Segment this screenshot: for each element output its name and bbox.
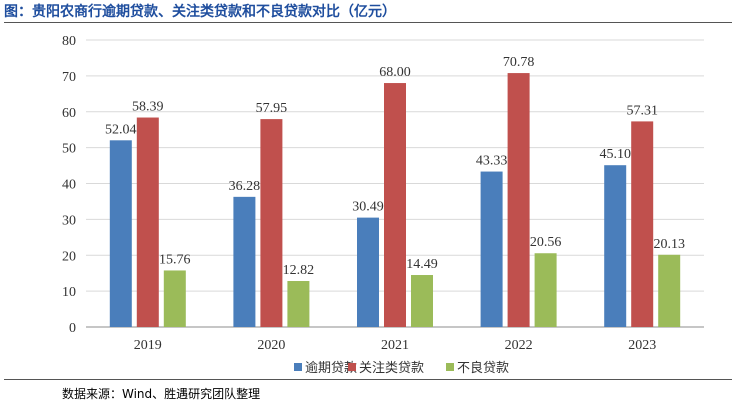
bar	[604, 165, 627, 327]
title-divider	[4, 22, 732, 23]
data-label: 70.78	[503, 55, 535, 70]
legend-swatch	[446, 363, 454, 371]
bar-chart: 0 10 20 30 40 50 60 70 80 52.04 58.39 15.76 2019 36.2…	[62, 34, 704, 376]
chart-title: 图：贵阳农商行逾期贷款、关注类贷款和不良贷款对比（亿元）	[4, 4, 396, 20]
footer-divider	[4, 379, 732, 380]
data-label: 43.33	[476, 154, 508, 169]
bar	[287, 281, 310, 327]
legend-label: 逾期贷款	[305, 361, 357, 376]
data-label: 12.82	[283, 263, 315, 278]
y-tick-label: 10	[62, 285, 76, 300]
y-tick-label: 50	[62, 142, 76, 157]
data-label: 57.31	[626, 103, 658, 118]
bar	[233, 196, 256, 327]
data-label: 57.95	[256, 101, 288, 116]
x-tick-label: 2023	[628, 338, 656, 353]
data-label: 68.00	[379, 65, 411, 80]
data-label: 45.10	[599, 147, 631, 162]
bar	[260, 119, 283, 328]
y-tick-label: 80	[62, 34, 76, 49]
bar	[136, 117, 159, 327]
bar	[631, 121, 654, 327]
y-tick-label: 30	[62, 213, 76, 228]
legend-label: 不良贷款	[457, 360, 509, 376]
bar	[480, 171, 503, 327]
data-label: 20.56	[530, 235, 562, 250]
data-label: 30.49	[352, 200, 384, 215]
bar	[534, 253, 557, 327]
data-label: 58.39	[132, 100, 164, 115]
legend-swatch	[348, 363, 356, 371]
y-tick-label: 0	[69, 321, 76, 336]
data-label: 15.76	[159, 252, 191, 267]
bar	[411, 275, 433, 327]
y-tick-label: 60	[62, 106, 76, 121]
y-tick-label: 40	[62, 178, 76, 193]
bar	[507, 73, 530, 327]
source-note: 数据来源：Wind、胜遇研究团队整理	[62, 387, 261, 401]
data-label: 52.04	[105, 122, 137, 137]
x-tick-label: 2022	[505, 338, 533, 353]
bar	[384, 83, 406, 327]
data-label: 14.49	[406, 257, 438, 272]
x-tick-label: 2019	[134, 338, 162, 353]
legend-swatch	[294, 363, 302, 371]
data-label: 20.13	[653, 237, 685, 252]
y-tick-label: 20	[62, 249, 76, 264]
data-label: 36.28	[229, 179, 261, 194]
legend-label: 关注类贷款	[359, 361, 424, 376]
bar	[109, 140, 132, 327]
x-tick-label: 2020	[257, 338, 285, 353]
y-tick-label: 70	[62, 70, 76, 85]
bar	[357, 217, 379, 327]
bar	[163, 270, 186, 327]
bar	[658, 254, 681, 327]
x-tick-label: 2021	[381, 338, 409, 353]
